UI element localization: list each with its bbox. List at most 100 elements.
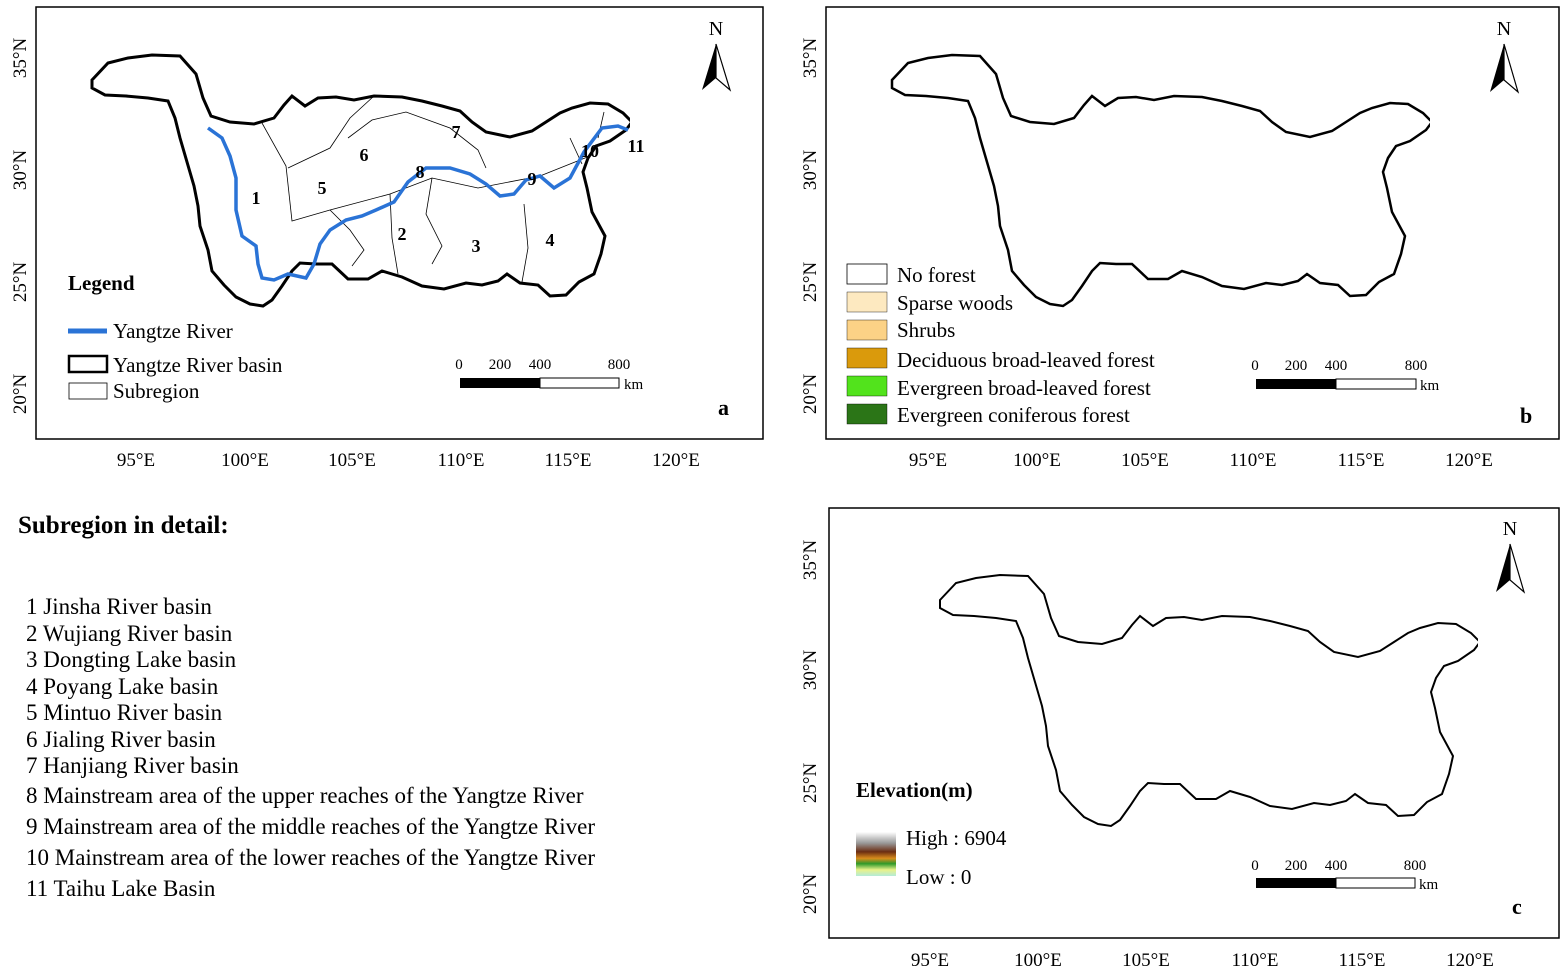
legend-item-basin: Yangtze River basin [113, 353, 283, 377]
north-label: N [1503, 518, 1517, 540]
panel-b-legend: No forest Sparse woods Shrubs Deciduous … [846, 263, 1155, 427]
subregion-label-6: 6 [360, 145, 369, 165]
lat-tick-25: 25°N [10, 262, 31, 303]
lon-tick-95: 95°E [117, 450, 155, 471]
panel-b-north-arrow: N [1490, 18, 1520, 94]
legend-item-deciduous: Deciduous broad-leaved forest [897, 348, 1155, 372]
panel-a-scale-bar: 0 200 400 800 km [455, 357, 643, 393]
scale-label-800: 800 [608, 357, 631, 373]
list-item: 4 Poyang Lake basin [26, 673, 219, 699]
subregion-label-8: 8 [416, 162, 425, 182]
subregion-label-1: 1 [252, 188, 261, 208]
panel-c-legend: Elevation(m) High : 6904 Low : 0 [856, 778, 1007, 889]
legend-item-evergreen-conifer: Evergreen coniferous forest [897, 403, 1130, 427]
list-item: 11 Taihu Lake Basin [26, 875, 216, 901]
subregion-label-2: 2 [398, 224, 407, 244]
lon-tick-110: 110°E [1232, 950, 1279, 971]
list-item: 10 Mainstream area of the lower reaches … [26, 844, 596, 870]
scale-unit: km [1419, 877, 1439, 893]
elevation-ramp [856, 832, 896, 876]
lon-tick-110: 110°E [1230, 450, 1277, 471]
subregion-label-4: 4 [546, 230, 555, 250]
legend-item-river: Yangtze River [113, 319, 233, 343]
panel-c-map: 35°N 35°N 30°N 25°N 20°N 95°E 100°E 105°… [800, 507, 1560, 971]
panel-a-north-arrow: N [702, 18, 732, 92]
list-item: 1 Jinsha River basin [26, 594, 212, 619]
panel-b-scale-bar: 0 200 400 800 km [1251, 358, 1439, 394]
lon-tick-95: 95°E [909, 450, 947, 471]
lat-tick-20: 20°N [800, 874, 821, 915]
subregion-label-3: 3 [472, 236, 481, 256]
list-item: 7 Hanjiang River basin [26, 753, 239, 778]
detail-title: Subregion in detail: [18, 512, 229, 539]
subregion-label-11: 11 [627, 136, 644, 156]
panel-b-frame [825, 6, 1560, 440]
lat-tick-30: 30°N [800, 650, 821, 691]
scale-label-800: 800 [1404, 858, 1427, 874]
lon-tick-100: 100°E [221, 450, 269, 471]
panel-b-map: 35°N 30°N 25°N 20°N 95°E 100°E 105°E 110… [800, 6, 1560, 471]
list-item: 2 Wujiang River basin [26, 620, 233, 646]
scale-label-0: 0 [455, 357, 463, 373]
panel-c-letter: c [1512, 894, 1522, 919]
panel-c-north-arrow: N [1496, 518, 1526, 594]
lon-tick-110: 110°E [438, 450, 485, 471]
subregion-detail: Subregion in detail: 1 Jinsha River basi… [18, 512, 738, 904]
scale-label-400: 400 [1325, 858, 1348, 874]
detail-list: 1 Jinsha River basin 2 Wujiang River bas… [26, 594, 738, 904]
lon-tick-120: 120°E [652, 450, 700, 471]
list-item: 6 Jialing River basin [26, 726, 216, 752]
legend-item-sparse-woods: Sparse woods [897, 291, 1013, 315]
lon-tick-100: 100°E [1013, 450, 1061, 471]
scale-label-200: 200 [1285, 358, 1308, 374]
north-arrow-icon [1490, 44, 1504, 92]
lat-tick-20: 20°N [800, 374, 821, 415]
panel-a-basin [90, 53, 630, 308]
lon-tick-115: 115°E [1338, 450, 1385, 471]
lat-tick-30: 30°N [10, 150, 31, 191]
lat-tick-35: 35°N [10, 38, 31, 79]
subregion-label-9: 9 [528, 169, 537, 189]
scale-label-400: 400 [1325, 358, 1348, 374]
legend-item-evergreen-broad: Evergreen broad-leaved forest [897, 376, 1151, 400]
list-item: 3 Dongting Lake basin [26, 647, 237, 672]
lon-tick-95: 95°E [911, 950, 949, 971]
list-item: 5 Mintuo River basin [26, 700, 223, 725]
lon-tick-115: 115°E [1339, 950, 1386, 971]
north-arrow-icon [1496, 544, 1510, 592]
panel-a-map: 35°N 30°N 25°N 20°N 95°E 100°E 105°E 110… [10, 6, 764, 471]
scale-unit: km [1420, 378, 1440, 394]
legend-item-subregion: Subregion [113, 379, 200, 403]
lon-tick-105: 105°E [1121, 450, 1169, 471]
lon-tick-105: 105°E [1122, 950, 1170, 971]
panel-c-scale-bar: 0 200 400 800 km [1251, 858, 1438, 893]
panel-a-subregion-labels: 1 2 3 4 5 6 7 8 9 10 11 [252, 122, 645, 256]
lat-tick-35: 35°N [800, 540, 821, 581]
panel-a-lon-ticks: 95°E 100°E 105°E 110°E 115°E 120°E [117, 450, 700, 471]
panel-a-letter: a [718, 395, 729, 420]
north-label: N [1497, 18, 1511, 40]
yangtze-river-line [206, 124, 629, 282]
legend-item-no-forest: No forest [897, 263, 976, 287]
legend-title: Elevation(m) [856, 778, 973, 802]
subregion-label-7: 7 [452, 122, 461, 142]
legend-item-shrubs: Shrubs [897, 318, 955, 342]
panel-b-letter: b [1520, 403, 1532, 428]
panel-a-legend: Legend Yangtze River Yangtze River basin… [67, 271, 283, 403]
lon-tick-120: 120°E [1445, 450, 1493, 471]
subregion-label-10: 10 [581, 141, 599, 161]
lon-tick-100: 100°E [1014, 950, 1062, 971]
scale-label-200: 200 [1285, 858, 1308, 874]
lat-tick-35: 35°N [800, 38, 821, 79]
north-arrow-icon [702, 44, 716, 90]
scale-label-0: 0 [1251, 358, 1259, 374]
subregion-label-5: 5 [318, 178, 327, 198]
scale-label-800: 800 [1405, 358, 1428, 374]
lat-tick-25: 25°N [800, 763, 821, 804]
lon-tick-115: 115°E [545, 450, 592, 471]
lat-tick-30: 30°N [800, 150, 821, 191]
lon-tick-105: 105°E [328, 450, 376, 471]
list-item: 8 Mainstream area of the upper reaches o… [26, 782, 584, 808]
scale-unit: km [624, 377, 644, 393]
lat-tick-20: 20°N [10, 374, 31, 415]
